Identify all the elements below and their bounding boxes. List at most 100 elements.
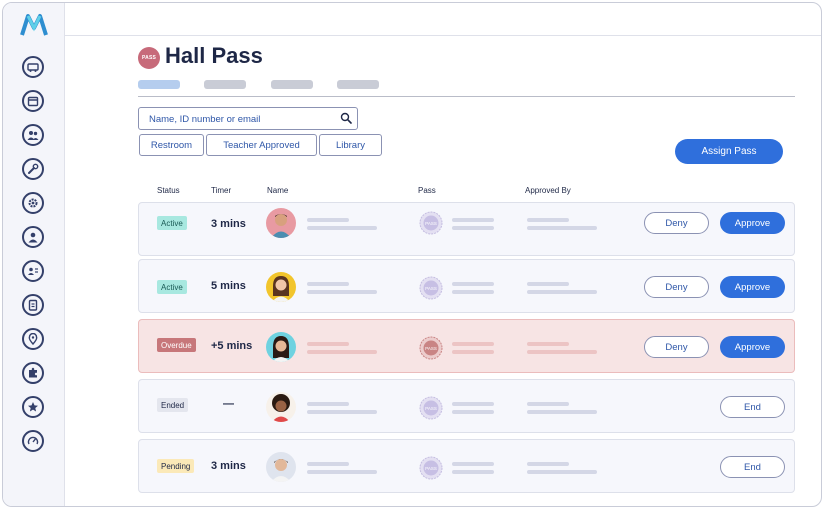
tab-4[interactable]: [337, 80, 379, 89]
wrench-icon[interactable]: [22, 158, 44, 180]
sidebar: [3, 3, 65, 506]
pass-name-placeholder: [452, 402, 494, 406]
top-bar: [65, 3, 821, 36]
column-approved-by: Approved By: [525, 186, 571, 195]
pass-icon: PASS: [419, 396, 443, 420]
pass-icon-text: PASS: [425, 221, 437, 226]
approver-placeholder: [527, 402, 569, 406]
deny-button[interactable]: Deny: [644, 336, 709, 358]
app-logo-icon[interactable]: [20, 13, 48, 37]
id-placeholder: [307, 290, 377, 294]
pass-name-placeholder: [452, 342, 494, 346]
status-badge: Active: [157, 216, 187, 230]
status-badge: Pending: [157, 459, 195, 473]
pass-detail-placeholder: [452, 350, 494, 354]
tab-3[interactable]: [271, 80, 313, 89]
column-name: Name: [267, 186, 289, 195]
id-placeholder: [307, 350, 377, 354]
pass-icon: PASS: [419, 456, 443, 480]
puzzle-icon[interactable]: [22, 362, 44, 384]
tab-1[interactable]: [138, 80, 180, 89]
deny-button[interactable]: Deny: [644, 212, 709, 234]
pass-icon-text: PASS: [425, 406, 437, 411]
tab-2[interactable]: [204, 80, 246, 89]
deny-button[interactable]: Deny: [644, 276, 709, 298]
pass-detail-placeholder: [452, 470, 494, 474]
pass-name-placeholder: [452, 462, 494, 466]
app-window: PASS Hall Pass Restroom Teacher Approved…: [2, 2, 822, 507]
name-placeholder: [307, 402, 349, 406]
status-badge: Active: [157, 280, 187, 294]
table-row: Overdue +5 mins PASS Deny Approve: [138, 319, 795, 373]
approver-detail-placeholder: [527, 290, 597, 294]
id-placeholder: [307, 410, 377, 414]
search-input[interactable]: [149, 112, 329, 126]
approve-button[interactable]: Approve: [720, 212, 785, 234]
name-placeholder: [307, 342, 349, 346]
pass-icon-text: PASS: [425, 466, 437, 471]
star-icon[interactable]: [22, 396, 44, 418]
assign-pass-button[interactable]: Assign Pass: [675, 139, 783, 164]
student-avatar: [266, 272, 296, 302]
end-button[interactable]: End: [720, 396, 785, 418]
id-placeholder: [307, 470, 377, 474]
gear-icon[interactable]: [22, 192, 44, 214]
table-row: Active 5 mins PASS Deny Approve: [138, 259, 795, 313]
approver-detail-placeholder: [527, 470, 597, 474]
timer-value: 5 mins: [211, 280, 246, 292]
approver-placeholder: [527, 342, 569, 346]
filter-restroom[interactable]: Restroom: [139, 134, 204, 156]
name-placeholder: [307, 462, 349, 466]
calendar-icon[interactable]: [22, 90, 44, 112]
search-box: [138, 107, 358, 130]
pass-detail-placeholder: [452, 410, 494, 414]
pass-name-placeholder: [452, 218, 494, 222]
pass-icon: PASS: [419, 336, 443, 360]
approver-detail-placeholder: [527, 226, 597, 230]
page-title: Hall Pass: [165, 43, 263, 68]
approve-button[interactable]: Approve: [720, 336, 785, 358]
pass-icon: PASS: [419, 276, 443, 300]
table-row: Ended — PASS End: [138, 379, 795, 433]
approver-placeholder: [527, 282, 569, 286]
timer-value: +5 mins: [211, 340, 253, 352]
column-timer: Timer: [211, 186, 232, 195]
table-row: Active 3 mins PASS Deny Approve: [138, 202, 795, 256]
approve-button[interactable]: Approve: [720, 276, 785, 298]
end-button[interactable]: End: [720, 456, 785, 478]
location-check-icon[interactable]: [22, 328, 44, 350]
approver-placeholder: [527, 462, 569, 466]
status-badge: Ended: [157, 398, 189, 412]
clipboard-icon[interactable]: [22, 294, 44, 316]
status-badge: Overdue: [157, 338, 196, 352]
id-card-icon[interactable]: [22, 260, 44, 282]
pass-icon-text: PASS: [425, 346, 437, 351]
id-placeholder: [307, 226, 377, 230]
pass-icon-text: PASS: [425, 286, 437, 291]
table-row: Pending 3 mins PASS End: [138, 439, 795, 493]
student-avatar: [266, 332, 296, 362]
student-avatar: [266, 208, 296, 238]
tab-divider: [138, 96, 795, 97]
filter-teacher-approved[interactable]: Teacher Approved: [206, 134, 317, 156]
student-avatar: [266, 392, 296, 422]
timer-value: 3 mins: [211, 218, 246, 230]
column-pass: Pass: [418, 186, 436, 195]
speed-icon[interactable]: [22, 430, 44, 452]
pass-name-placeholder: [452, 282, 494, 286]
bus-icon[interactable]: [22, 56, 44, 78]
name-placeholder: [307, 282, 349, 286]
filter-library[interactable]: Library: [319, 134, 382, 156]
hall-pass-badge: PASS: [138, 47, 160, 69]
timer-value: 3 mins: [211, 460, 246, 472]
group-icon[interactable]: [22, 124, 44, 146]
approver-placeholder: [527, 218, 569, 222]
approver-detail-placeholder: [527, 350, 597, 354]
pass-detail-placeholder: [452, 226, 494, 230]
timer-value: —: [223, 398, 234, 410]
name-placeholder: [307, 218, 349, 222]
search-icon[interactable]: [340, 112, 352, 124]
pass-detail-placeholder: [452, 290, 494, 294]
approver-detail-placeholder: [527, 410, 597, 414]
person-icon[interactable]: [22, 226, 44, 248]
